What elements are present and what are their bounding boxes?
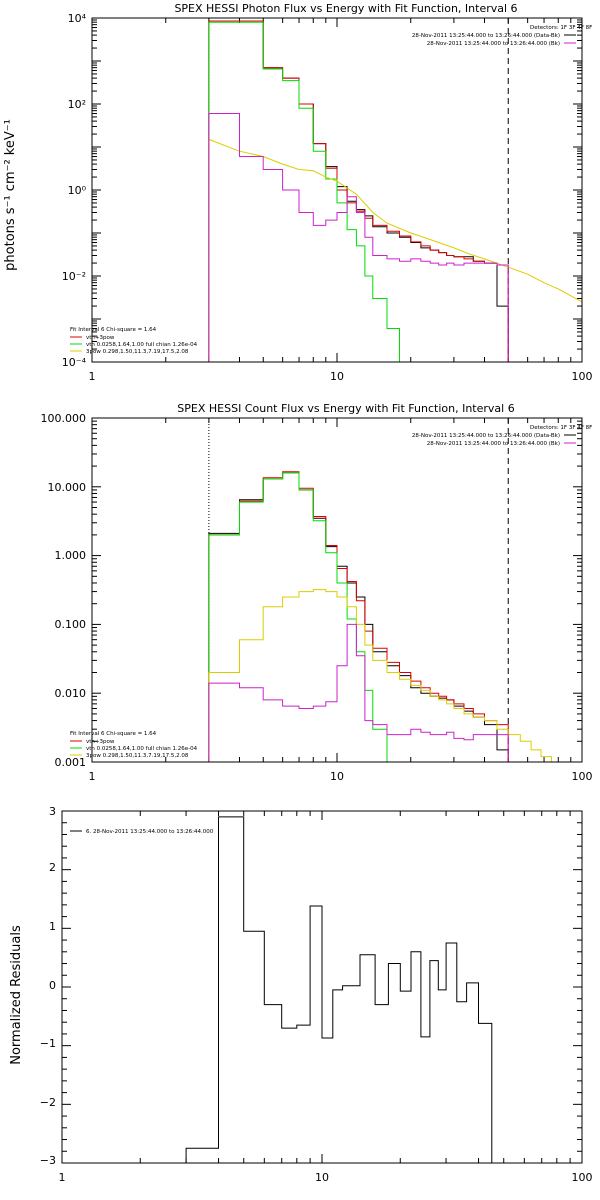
- photon-ytick-label: 10⁰: [68, 184, 87, 197]
- residuals-legend-entry: 6. 28-Nov-2011 13:25:44.000 to 13:26:44.…: [86, 829, 214, 835]
- photon-xtick-label: 10: [330, 370, 344, 383]
- count-series-vth-3pow: [208, 471, 509, 762]
- count-fit-entry: vth+3pow: [86, 739, 115, 745]
- count-chart-frame: [91, 417, 583, 763]
- count-xtick-label: 100: [572, 770, 593, 783]
- residuals-ytick-label: 3: [49, 805, 56, 818]
- photon-chart-ticks: [91, 18, 583, 363]
- count-ytick-label: 100.000: [41, 412, 87, 425]
- photon-legend-header: Detectors: 1F 3F 4F 8F: [530, 25, 592, 31]
- count-series-data-bk: [208, 472, 509, 762]
- residuals-ytick-label: −3: [40, 1154, 56, 1167]
- photon-chart-series: [208, 20, 583, 363]
- residuals-ytick-label: 0: [49, 979, 56, 992]
- photon-series-bk: [208, 113, 509, 362]
- residuals-series-6-28-nov-2011-13-25-44-000-to-13-26-44-000: [185, 816, 504, 1164]
- count-chart-series: [208, 471, 565, 763]
- photon-fit-entry: 3pow 0.298,1.50,11.3,7.19,17.5,2.08: [86, 349, 189, 355]
- residuals-chart-frame: [61, 810, 583, 1164]
- residuals-ytick-label: −2: [40, 1096, 56, 1109]
- count-fit-title: Fit Interval 6 Chi-square = 1.64: [70, 731, 157, 737]
- photon-ytick-label: 10²: [68, 98, 86, 111]
- count-series-3pow: [208, 589, 565, 763]
- photon-series-3pow: [208, 138, 583, 362]
- photon-xtick-label: 1: [89, 370, 96, 383]
- photon-fit-entry: vth+3pow: [86, 335, 115, 341]
- residuals-xtick-label: 100: [572, 1171, 593, 1184]
- count-flux-chart: SPEX HESSI Count Flux vs Energy with Fit…: [41, 402, 593, 783]
- photon-flux-chart: SPEX HESSI Photon Flux vs Energy with Fi…: [3, 2, 593, 383]
- count-ytick-label: 0.001: [55, 756, 87, 769]
- photon-series-data-bk: [208, 20, 509, 362]
- count-series-vth: [208, 472, 400, 763]
- residuals-chart-legend: 6. 28-Nov-2011 13:25:44.000 to 13:26:44.…: [70, 829, 214, 835]
- residuals-ytick-label: −1: [40, 1037, 56, 1050]
- count-chart-legend: Detectors: 1F 3F 4F 8F 28-Nov-2011 13:25…: [412, 425, 592, 447]
- count-fit-entry: vth 0.0258,1.64,1.00 full chian 1.26e-04: [86, 746, 198, 752]
- count-ytick-label: 0.010: [55, 687, 87, 700]
- count-fit-entry: 3pow 0.298,1.50,11.3,7.19,17.5,2.08: [86, 753, 189, 759]
- photon-chart-ylabel: photons s⁻¹ cm⁻² keV⁻¹: [3, 119, 18, 271]
- count-ytick-label: 1.000: [55, 549, 87, 562]
- residuals-chart-series: [185, 816, 504, 1164]
- count-legend-header: Detectors: 1F 3F 4F 8F: [530, 425, 592, 431]
- photon-chart-vlines: [208, 18, 509, 362]
- photon-fit-legend: Fit Interval 6 Chi-square = 1.64 vth+3po…: [70, 327, 198, 355]
- photon-legend-entry: 28-Nov-2011 13:25:44.000 to 13:26:44.000…: [427, 41, 560, 47]
- count-ytick-label: 0.100: [55, 618, 87, 631]
- photon-chart-frame: [91, 17, 583, 363]
- residuals-chart-ylabel: Normalized Residuals: [9, 925, 24, 1065]
- count-series-bk: [208, 623, 509, 762]
- photon-fit-entry: vth 0.0258,1.64,1.00 full chian 1.26e-04: [86, 342, 198, 348]
- count-legend-entry: 28-Nov-2011 13:25:44.000 to 13:26:44.000…: [427, 441, 560, 447]
- residuals-xtick-label: 10: [315, 1171, 329, 1184]
- count-chart-title: SPEX HESSI Count Flux vs Energy with Fit…: [177, 402, 514, 415]
- photon-ytick-label: 10⁻⁴: [62, 356, 87, 369]
- photon-legend-entry: 28-Nov-2011 13:25:44.000 to 13:26:44.000…: [412, 33, 560, 39]
- count-xtick-label: 1: [89, 770, 96, 783]
- count-legend-entry: 28-Nov-2011 13:25:44.000 to 13:26:44.000…: [412, 433, 560, 439]
- photon-xtick-label: 100: [572, 370, 593, 383]
- count-ytick-label: 10.000: [48, 481, 87, 494]
- count-fit-legend: Fit Interval 6 Chi-square = 1.64 vth+3po…: [70, 731, 198, 759]
- photon-series-vth: [208, 21, 411, 363]
- photon-ytick-label: 10⁴: [68, 12, 87, 25]
- photon-chart-title: SPEX HESSI Photon Flux vs Energy with Fi…: [174, 2, 517, 15]
- residuals-ytick-label: 2: [49, 861, 56, 874]
- photon-series-vth-3pow: [208, 20, 509, 362]
- residuals-chart: Normalized Residuals 1 10 100 −3 −2 −1 0…: [9, 805, 593, 1184]
- photon-ytick-label: 10⁻²: [62, 270, 86, 283]
- count-xtick-label: 10: [330, 770, 344, 783]
- photon-chart-legend: Detectors: 1F 3F 4F 8F 28-Nov-2011 13:25…: [412, 25, 592, 47]
- photon-fit-title: Fit Interval 6 Chi-square = 1.64: [70, 327, 157, 333]
- residuals-ytick-label: 1: [49, 920, 56, 933]
- residuals-xtick-label: 1: [59, 1171, 66, 1184]
- count-chart-vlines: [208, 418, 509, 762]
